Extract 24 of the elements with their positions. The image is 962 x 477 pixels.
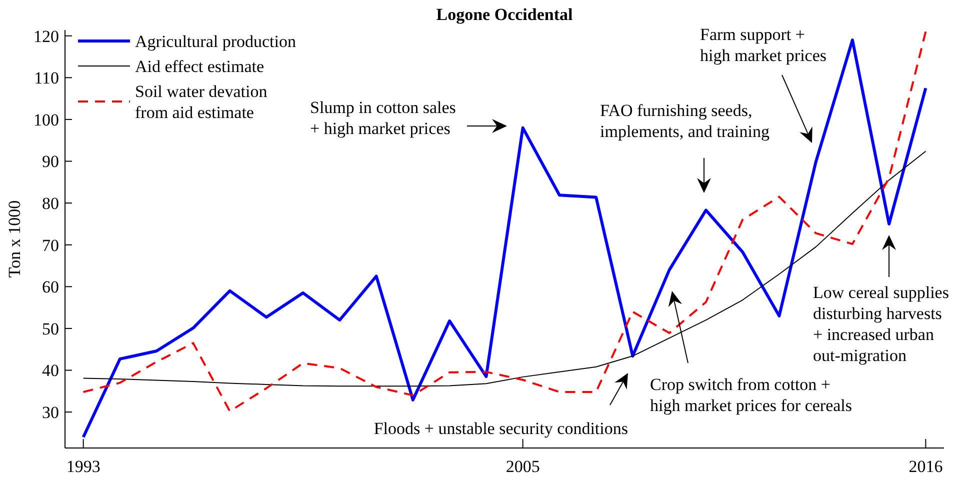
- y-tick-label: 120: [34, 26, 59, 46]
- annotation: Floods + unstable security conditions: [374, 419, 628, 438]
- y-tick-label: 40: [42, 361, 59, 380]
- y-tick-label: 30: [42, 403, 59, 422]
- x-tick-label: 1993: [66, 457, 100, 476]
- y-tick-label: 110: [34, 68, 59, 88]
- chart-title: Logone Occidental: [436, 5, 574, 24]
- y-tick-label: 60: [42, 278, 59, 297]
- annotation: Slump in cotton sales + high market prices: [310, 98, 456, 138]
- y-tick-label: 90: [42, 152, 59, 172]
- y-tick-label: 80: [42, 194, 59, 213]
- annotation: Farm support + high market prices: [700, 25, 827, 65]
- annotation: FAO furnishing seeds, implements, and training: [600, 101, 770, 141]
- legend-label: Agricultural production: [135, 32, 296, 51]
- x-tick-label: 2016: [908, 457, 943, 476]
- y-axis-title: Ton x 1000: [5, 200, 24, 278]
- legend-label: Aid effect estimate: [135, 56, 264, 76]
- y-tick-label: 100: [34, 110, 59, 130]
- y-tick-label: 50: [42, 319, 59, 338]
- legend-label: Soil water devation from aid estimate: [135, 82, 268, 122]
- y-tick-label: 70: [42, 236, 59, 255]
- annotation: Low cereal supplies disturbing harvests + increased urban out-migration: [813, 283, 949, 365]
- annotation: Crop switch from cotton + high market prices for cereals: [650, 375, 852, 415]
- x-tick-label: 2005: [506, 457, 540, 476]
